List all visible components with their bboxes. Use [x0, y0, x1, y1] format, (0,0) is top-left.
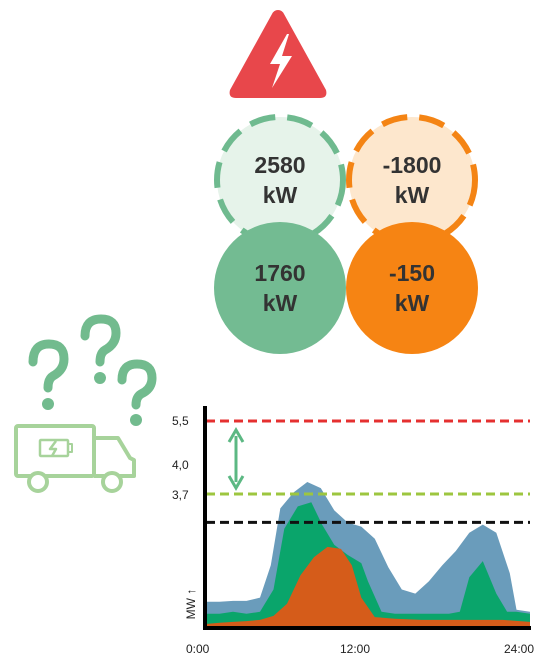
circle-bottom-left-unit: kW [262, 290, 298, 316]
circle-bottom-left-value: 1760 [254, 260, 306, 286]
area-series-orange [206, 546, 530, 626]
battery-truck-icon [14, 424, 136, 493]
circle-top-right-unit: kW [394, 182, 430, 208]
double-arrow-head-up [227, 427, 245, 443]
circle-top-left-value: 2580 [254, 152, 306, 178]
x-tick-start: 0:00 [186, 642, 210, 656]
circle-top-left: 2580 kW [212, 112, 348, 248]
double-arrow-head-down [227, 475, 245, 491]
circle-bottom-right-unit: kW [394, 290, 430, 316]
y-tick-5-5: 5,5 [172, 414, 189, 428]
question-marks-icon [28, 314, 157, 426]
circle-bottom-right-value: -150 [388, 260, 436, 286]
circle-bottom-right: -150 kW [346, 222, 478, 354]
y-tick-3-7: 3,7 [172, 488, 189, 502]
x-tick-end: 24:00 [504, 642, 535, 656]
area-series-green [206, 502, 530, 626]
x-tick-middle: 12:00 [340, 642, 371, 656]
circle-top-left-unit: kW [262, 182, 298, 208]
circle-bottom-left: 1760 kW [214, 222, 346, 354]
circle-top-right-value: -1800 [382, 152, 442, 178]
high-voltage-warning-icon [229, 10, 327, 98]
y-axis-label: MW ↑ [184, 588, 198, 620]
y-tick-4-0: 4,0 [172, 458, 189, 472]
